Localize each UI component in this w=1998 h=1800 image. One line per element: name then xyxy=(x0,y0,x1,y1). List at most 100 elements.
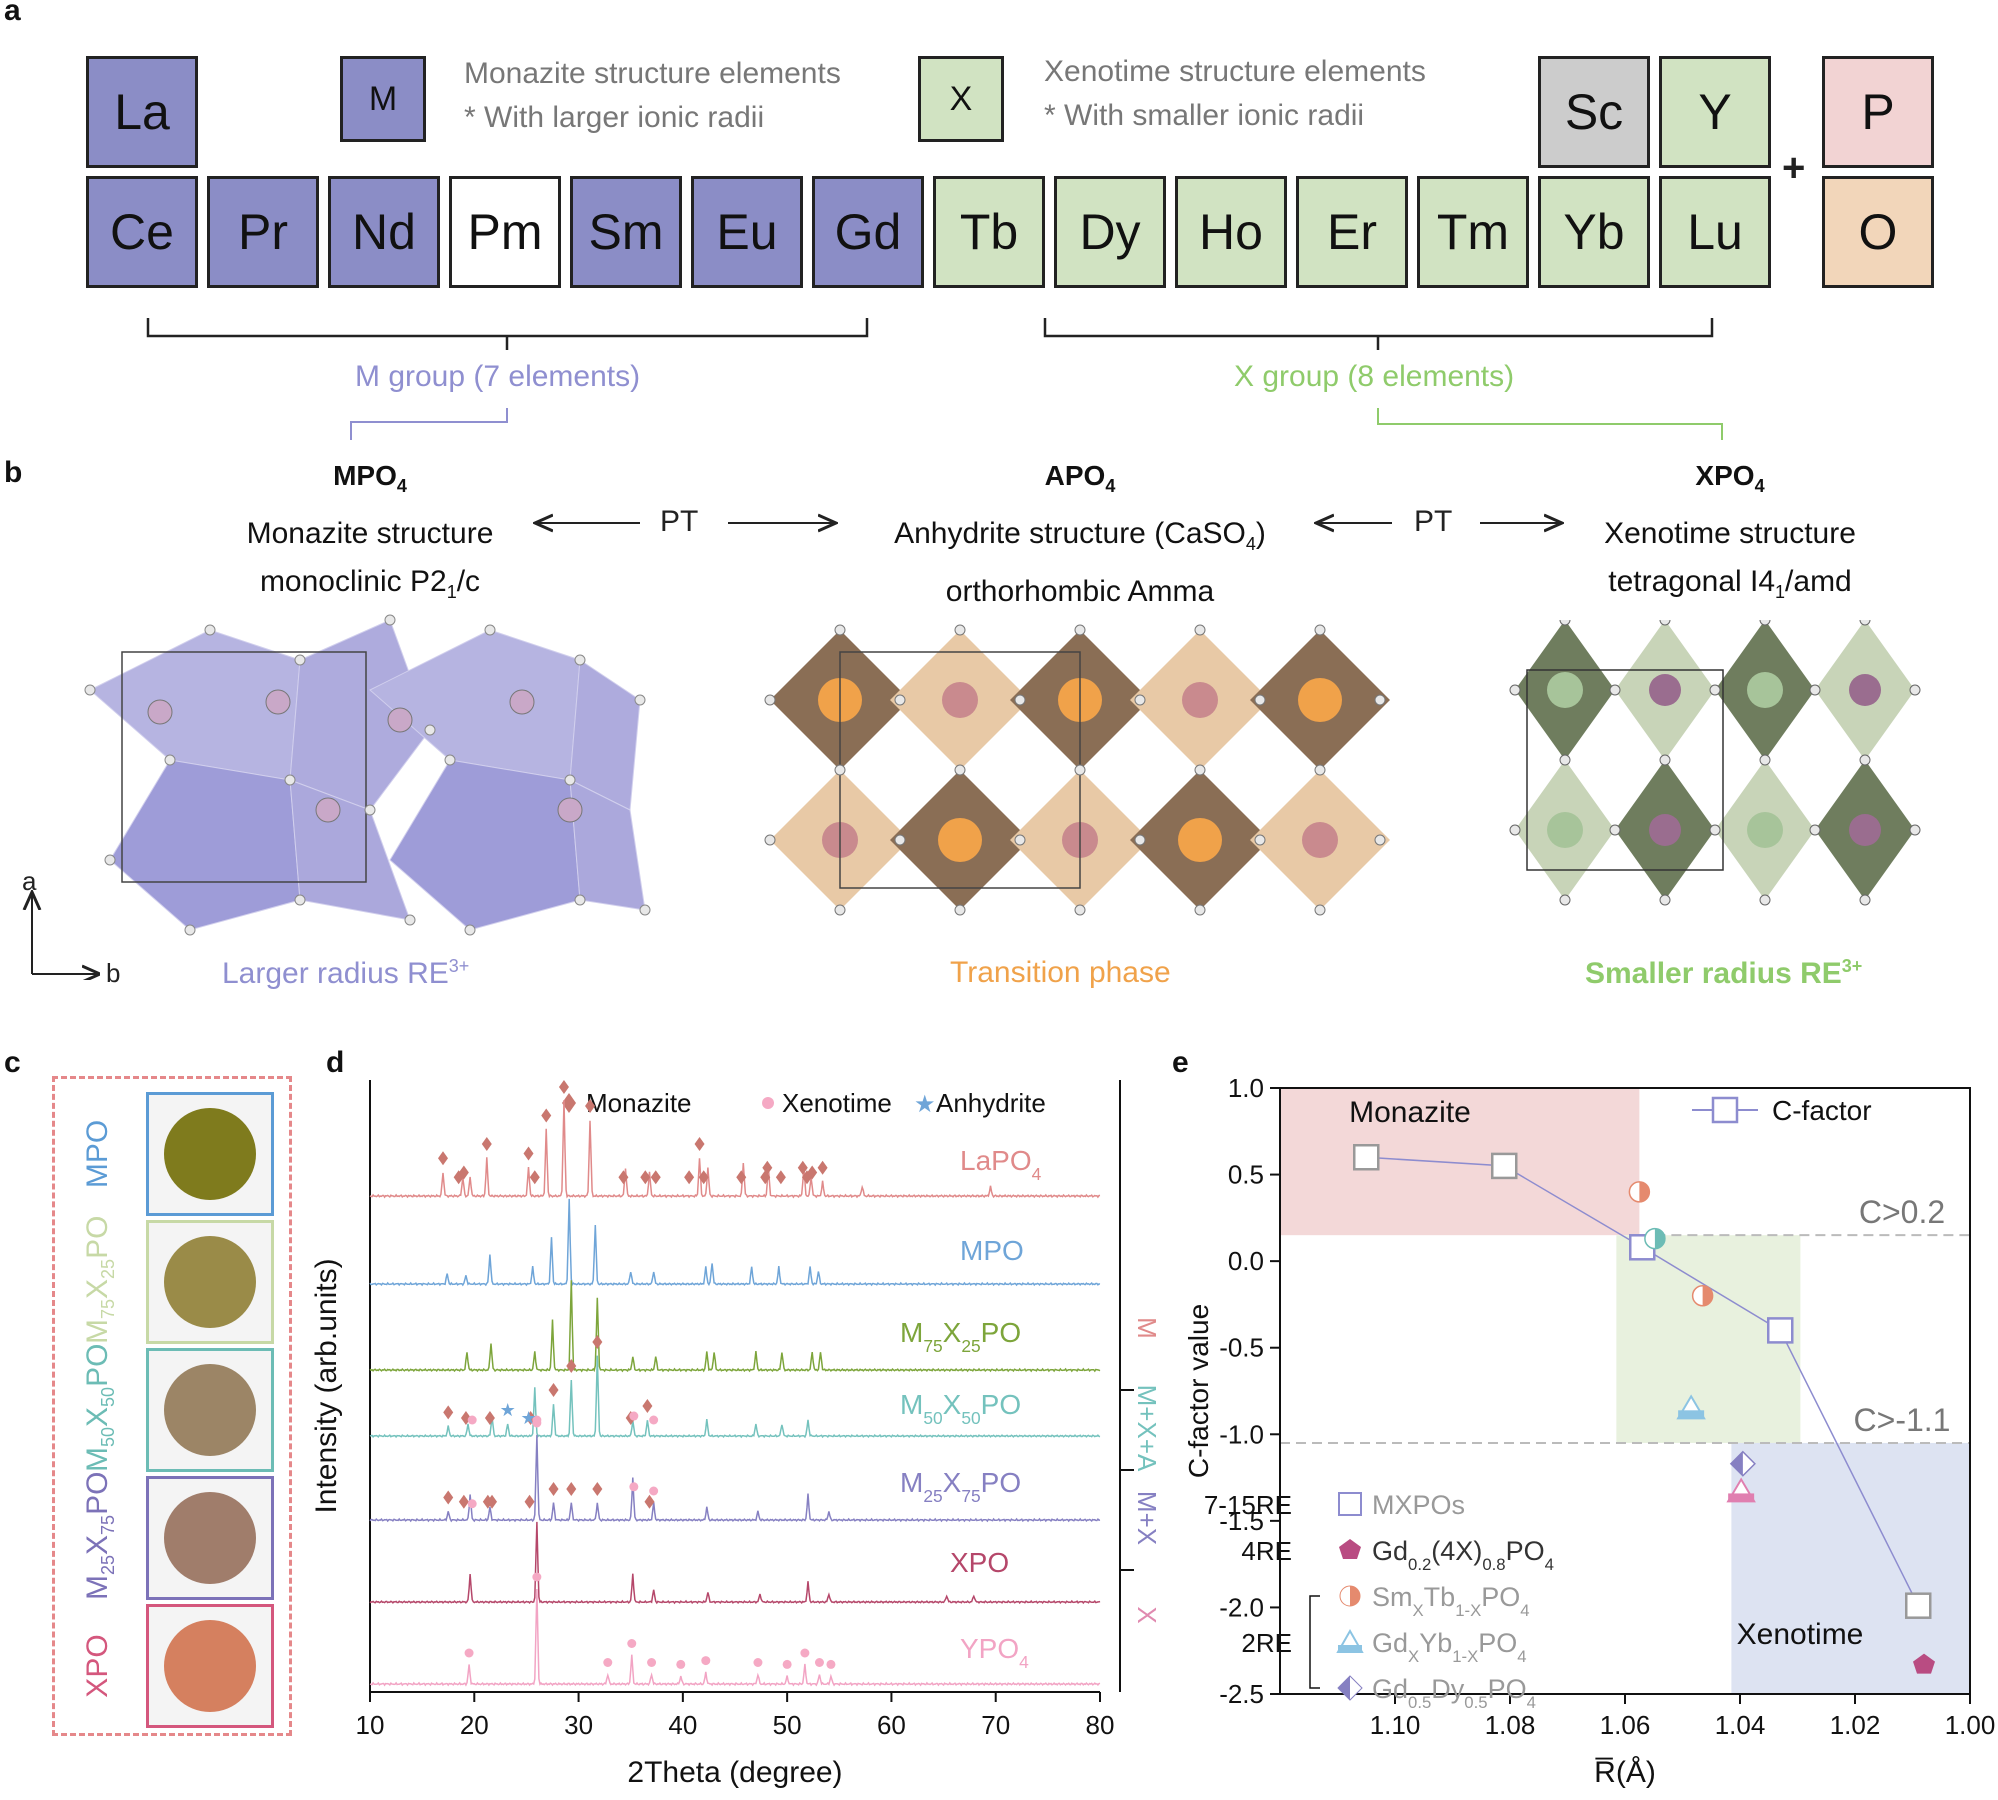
pt-arrows xyxy=(0,500,1998,550)
xrd-chart: 10 20 30 40 50 60 70 80 2Theta (degree) Intensity… xyxy=(310,1080,1160,1789)
monazite-peak-marker xyxy=(443,1490,454,1505)
sample-pellet xyxy=(164,1364,256,1456)
monazite-peak-marker xyxy=(640,1170,651,1185)
xenotime-peak-marker xyxy=(649,1486,659,1496)
element-gd: Gd xyxy=(812,176,924,288)
element-eu: Eu xyxy=(691,176,803,288)
xrd-series-MPO xyxy=(369,1198,1101,1287)
monazite-peak-marker xyxy=(558,1080,569,1094)
mpo-space-group: monoclinic P21/c xyxy=(259,565,481,602)
xenotime-peak-marker xyxy=(467,1499,477,1509)
element-sc: Sc xyxy=(1538,56,1650,168)
xrd-phase-label: M+X xyxy=(1132,1491,1160,1545)
monazite-peak-marker xyxy=(585,1099,596,1113)
xenotime-peak-marker xyxy=(629,1482,639,1492)
mxpos-point xyxy=(1767,1317,1794,1344)
key-gd4x-text: Gd0.2(4X)0.8PO4 xyxy=(1372,1536,1554,1574)
key-group-4re: 4RE xyxy=(1241,1536,1292,1566)
gddy-point-half xyxy=(1730,1451,1743,1476)
monazite-peak-marker xyxy=(523,1146,534,1161)
monazite-peak-marker xyxy=(736,1170,747,1185)
sample-pellet-box xyxy=(146,1092,274,1216)
xenotime-region xyxy=(1731,1442,1970,1694)
legend-x-text: Xenotime structure elements * With small… xyxy=(1044,50,1426,138)
smtb-point-half xyxy=(1702,1285,1713,1306)
xenotime-structure-image xyxy=(1509,620,1921,906)
anhydrite-structure-image xyxy=(764,624,1390,916)
xrd-series-LaPO4 xyxy=(369,1100,1101,1199)
axis-a-label: a xyxy=(22,866,37,896)
legend-x-line2: * With smaller ionic radii xyxy=(1044,99,1365,132)
key-2re-bracket xyxy=(1309,1595,1320,1689)
x-group-label: X group (8 elements) xyxy=(1234,360,1515,393)
threshold-low-label: C>-1.1 xyxy=(1854,1402,1951,1438)
panel-a-label: a xyxy=(4,0,21,27)
xrd-y-axis-title: Intensity (arb.units) xyxy=(310,1258,343,1513)
xrd-x-tick-label: 10 xyxy=(356,1710,385,1740)
xrd-series-label: YPO4 xyxy=(960,1633,1029,1672)
legend-m-line1: Monazite structure elements xyxy=(464,57,841,90)
monazite-peak-marker xyxy=(762,1160,773,1175)
xrd-series-XPO xyxy=(369,1521,1101,1605)
xpo-formula: XPO4 xyxy=(1695,460,1765,496)
element-dy: Dy xyxy=(1054,176,1166,288)
xrd-series-M25X75PO xyxy=(369,1434,1101,1523)
cfactor-y-axis-title: C-factor value xyxy=(1183,1304,1214,1478)
cfactor-y-tick-label: -2.0 xyxy=(1219,1592,1264,1622)
xrd-x-axis-title: 2Theta (degree) xyxy=(627,1756,842,1789)
monazite-peak-marker xyxy=(484,1411,495,1425)
monazite-peak-marker xyxy=(807,1165,818,1180)
smtb-point-half xyxy=(1639,1181,1650,1202)
panel-c-label: c xyxy=(4,1046,21,1079)
cfactor-x-tick-label: 1.02 xyxy=(1830,1710,1881,1740)
monazite-peak-marker xyxy=(460,1411,471,1425)
apo-structure: Anhydrite structure (CaSO4) xyxy=(894,517,1266,554)
xenotime-peak-marker xyxy=(532,1572,542,1582)
legend-cfactor-text: C-factor xyxy=(1772,1095,1872,1126)
cfactor-x-tick-label: 1.04 xyxy=(1715,1710,1766,1740)
xenotime-peak-marker xyxy=(814,1658,824,1667)
monazite-peak-marker xyxy=(487,1494,498,1509)
mpo-formula: MPO4 xyxy=(333,460,407,496)
legend-m-swatch: M xyxy=(340,56,426,142)
legend-xenotime-text: Xenotime xyxy=(782,1088,892,1118)
legend-x-line1: Xenotime structure elements xyxy=(1044,55,1426,88)
xenotime-peak-marker xyxy=(800,1648,810,1658)
key-gddy-text: Gd0.5Dy0.5PO4 xyxy=(1372,1674,1536,1712)
monazite-structure-image xyxy=(84,614,651,936)
plus-sign: + xyxy=(1782,146,1806,190)
sample-pellet-box xyxy=(146,1348,274,1472)
key-gd4x-marker xyxy=(1339,1539,1361,1559)
xrd-x-tick-label: 20 xyxy=(460,1710,489,1740)
monazite-peak-marker xyxy=(797,1160,808,1175)
key-gdyb-marker-fill xyxy=(1338,1645,1362,1652)
mpo-structure: Monazite structure xyxy=(246,517,494,550)
sample-label: M25X75PO xyxy=(81,1471,118,1600)
xrd-x-tick-label: 50 xyxy=(773,1710,802,1740)
legend-xenotime-marker xyxy=(762,1097,774,1109)
sample-pellet-box xyxy=(146,1220,274,1344)
m-group-connector xyxy=(350,408,508,440)
monazite-peak-marker xyxy=(548,1383,559,1397)
monazite-peak-marker xyxy=(529,1170,540,1185)
panel-d-label: d xyxy=(326,1046,345,1079)
group-brackets xyxy=(146,318,1723,440)
key-gddy-marker-half xyxy=(1338,1676,1350,1700)
element-ho: Ho xyxy=(1175,176,1287,288)
xpo-header: XPO4 Xenotime structure tetragonal I41/a… xyxy=(1520,452,1940,616)
xenotime-peak-marker xyxy=(629,1411,639,1421)
legend-monazite-text: Monazite xyxy=(586,1088,692,1118)
xrd-series-M75X25PO xyxy=(369,1280,1101,1373)
xrd-x-tick-label: 70 xyxy=(981,1710,1010,1740)
xenotime-peak-marker xyxy=(464,1648,474,1658)
cfactor-x-tick-label: 1.06 xyxy=(1600,1710,1651,1740)
m-group-bracket xyxy=(146,318,869,350)
cfactor-y-tick-label: 1.0 xyxy=(1228,1073,1264,1103)
x-group-connector xyxy=(1377,408,1723,440)
xrd-series-label: LaPO4 xyxy=(960,1145,1042,1184)
element-nd: Nd xyxy=(328,176,440,288)
caption-transition-phase: Transition phase xyxy=(950,956,1171,989)
element-yb: Yb xyxy=(1538,176,1650,288)
gdyb-point-fill xyxy=(1678,1410,1705,1419)
mxpos-point xyxy=(1353,1144,1380,1171)
